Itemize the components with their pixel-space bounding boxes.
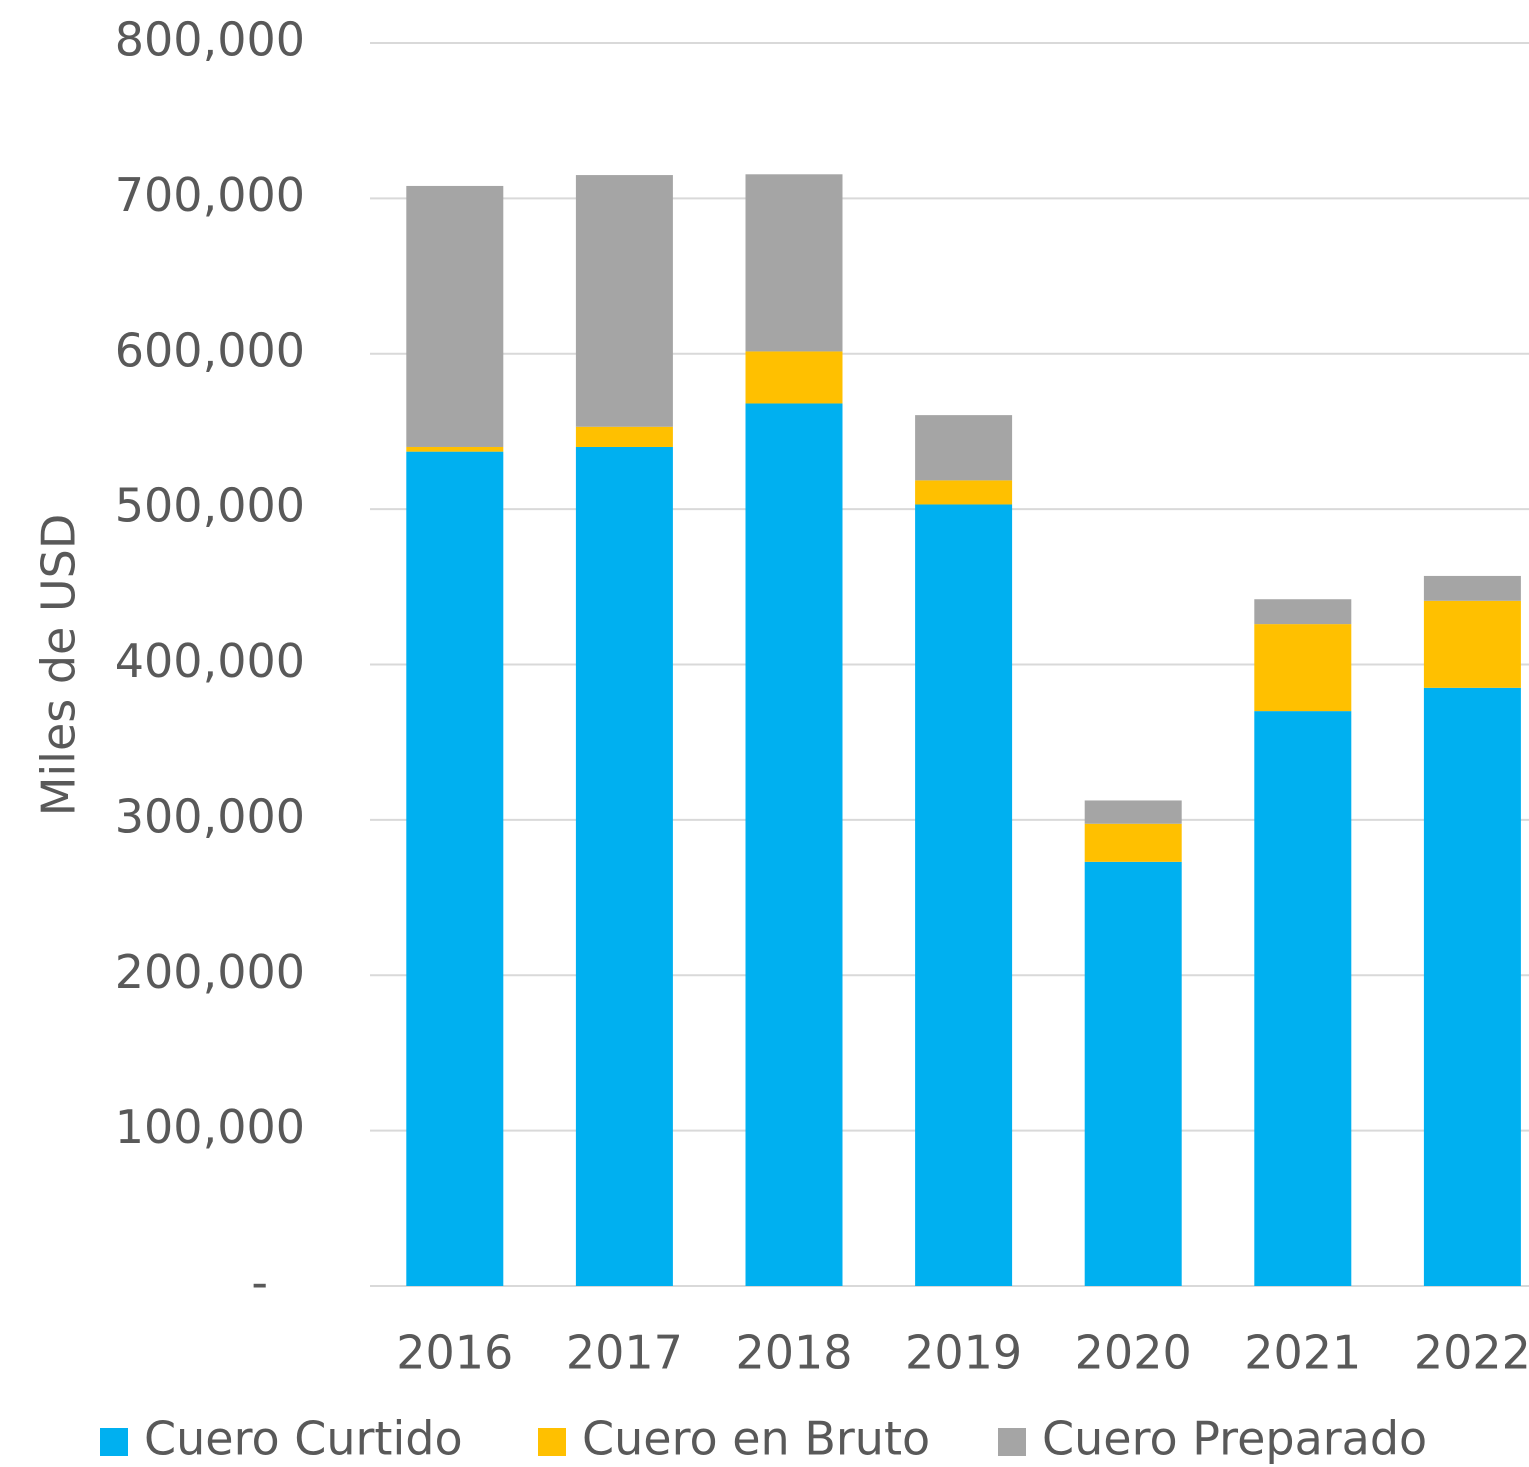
bar-segment bbox=[1084, 800, 1182, 824]
bar-segment bbox=[1423, 575, 1521, 601]
legend-label: Cuero en Bruto bbox=[582, 1412, 930, 1466]
bar-segment bbox=[1254, 599, 1352, 625]
bar-segment bbox=[1084, 823, 1182, 862]
x-tick-label: 2020 bbox=[1075, 1326, 1192, 1380]
x-tick-label: 2016 bbox=[396, 1326, 513, 1380]
y-tick-label: 200,000 bbox=[115, 945, 305, 999]
bar-segment bbox=[1423, 600, 1521, 688]
x-tick-label: 2017 bbox=[566, 1326, 683, 1380]
y-tick-label: 700,000 bbox=[115, 168, 305, 222]
legend-swatch bbox=[538, 1428, 566, 1456]
y-tick-label: 800,000 bbox=[115, 13, 305, 67]
bar-segment bbox=[575, 426, 673, 447]
bar-segment bbox=[1084, 861, 1182, 1286]
bar-segment bbox=[1423, 687, 1521, 1286]
bar-segment bbox=[915, 415, 1013, 481]
legend-label: Cuero Curtido bbox=[144, 1412, 463, 1466]
bar-segment bbox=[406, 185, 504, 447]
y-tick-label: 400,000 bbox=[115, 634, 305, 688]
bar-segment bbox=[406, 451, 504, 1287]
y-axis-label: Miles de USD bbox=[32, 514, 86, 817]
legend-swatch bbox=[998, 1428, 1026, 1456]
bar-segment bbox=[915, 480, 1013, 505]
bar-segment bbox=[745, 174, 843, 352]
bar-segment bbox=[745, 403, 843, 1287]
bar-segment bbox=[915, 504, 1013, 1286]
y-tick-label: 300,000 bbox=[115, 789, 305, 843]
bar-segment bbox=[1254, 624, 1352, 712]
x-tick-label: 2022 bbox=[1414, 1326, 1529, 1380]
x-tick-label: 2019 bbox=[905, 1326, 1022, 1380]
bar-segment bbox=[406, 446, 504, 452]
x-tick-label: 2018 bbox=[735, 1326, 852, 1380]
bar-segment bbox=[1254, 711, 1352, 1286]
y-tick-label: - bbox=[251, 1256, 268, 1310]
bar-segment bbox=[745, 351, 843, 404]
legend-label: Cuero Preparado bbox=[1042, 1412, 1427, 1466]
y-tick-label: 100,000 bbox=[115, 1100, 305, 1154]
y-tick-label: 500,000 bbox=[115, 479, 305, 533]
bar-segment bbox=[575, 446, 673, 1287]
bar-segment bbox=[575, 175, 673, 427]
legend-swatch bbox=[100, 1428, 128, 1456]
x-tick-label: 2021 bbox=[1244, 1326, 1361, 1380]
y-tick-label: 600,000 bbox=[115, 323, 305, 377]
